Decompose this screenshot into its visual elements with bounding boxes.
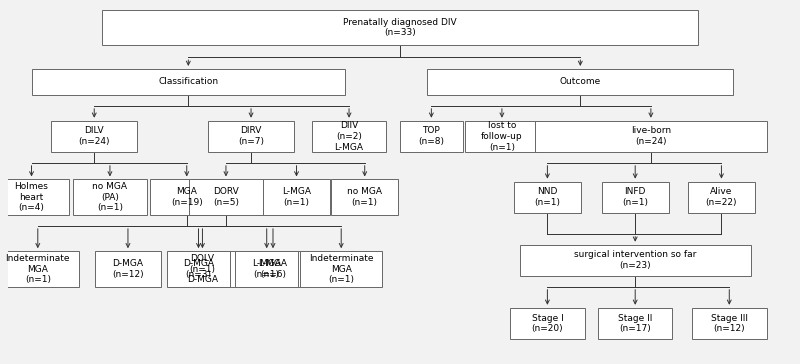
Text: Indeterminate
MGA
(n=1): Indeterminate MGA (n=1) (6, 254, 70, 284)
FancyBboxPatch shape (167, 251, 230, 287)
FancyBboxPatch shape (208, 120, 294, 152)
Text: no MGA
(PA)
(n=1): no MGA (PA) (n=1) (93, 182, 127, 213)
FancyBboxPatch shape (242, 251, 304, 287)
Text: DIRV
(n=7): DIRV (n=7) (238, 126, 264, 146)
Text: L-MGA
(n=1): L-MGA (n=1) (252, 259, 282, 279)
Text: lost to
follow-up
(n=1): lost to follow-up (n=1) (481, 121, 522, 151)
FancyBboxPatch shape (535, 120, 766, 152)
FancyBboxPatch shape (465, 120, 539, 152)
Text: D-MGA
(n=12): D-MGA (n=12) (112, 259, 144, 279)
Text: DOLV
(n=1)
D-MGA: DOLV (n=1) D-MGA (187, 254, 218, 284)
Text: Outcome: Outcome (560, 78, 601, 86)
Text: Alive
(n=22): Alive (n=22) (706, 187, 737, 207)
FancyBboxPatch shape (400, 120, 462, 152)
Text: Indeterminate
MGA
(n=1): Indeterminate MGA (n=1) (309, 254, 374, 284)
FancyBboxPatch shape (189, 179, 263, 215)
Text: live-born
(n=24): live-born (n=24) (631, 126, 671, 146)
Text: surgical intervention so far
(n=23): surgical intervention so far (n=23) (574, 250, 696, 270)
FancyBboxPatch shape (73, 179, 147, 215)
Text: L-MGA
(n=1): L-MGA (n=1) (282, 187, 311, 207)
Text: DORV
(n=5): DORV (n=5) (213, 187, 239, 207)
Text: Holmes
heart
(n=4): Holmes heart (n=4) (14, 182, 49, 213)
Text: INFD
(n=1): INFD (n=1) (622, 187, 648, 207)
FancyBboxPatch shape (0, 179, 69, 215)
Text: NND
(n=1): NND (n=1) (534, 187, 560, 207)
Text: DILV
(n=24): DILV (n=24) (78, 126, 110, 146)
Text: no MGA
(n=1): no MGA (n=1) (347, 187, 382, 207)
Text: Stage II
(n=17): Stage II (n=17) (618, 313, 652, 333)
FancyBboxPatch shape (688, 182, 754, 213)
FancyBboxPatch shape (510, 308, 585, 339)
Text: Stage I
(n=20): Stage I (n=20) (531, 313, 563, 333)
FancyBboxPatch shape (94, 251, 162, 287)
Text: D-MGA
(n=3): D-MGA (n=3) (183, 259, 214, 279)
FancyBboxPatch shape (598, 308, 673, 339)
FancyBboxPatch shape (51, 120, 138, 152)
Text: MGA
(n=19): MGA (n=19) (171, 187, 202, 207)
FancyBboxPatch shape (0, 251, 79, 287)
FancyBboxPatch shape (312, 120, 386, 152)
Text: DIIV
(n=2)
L-MGA: DIIV (n=2) L-MGA (334, 121, 363, 151)
FancyBboxPatch shape (331, 179, 398, 215)
Text: Prenatally diagnosed DIV
(n=33): Prenatally diagnosed DIV (n=33) (343, 18, 457, 37)
Text: TOP
(n=8): TOP (n=8) (418, 126, 444, 146)
FancyBboxPatch shape (427, 69, 733, 95)
FancyBboxPatch shape (31, 69, 345, 95)
Text: L-MGA
(n=6): L-MGA (n=6) (258, 259, 287, 279)
FancyBboxPatch shape (263, 179, 330, 215)
Text: Classification: Classification (158, 78, 218, 86)
FancyBboxPatch shape (514, 182, 581, 213)
FancyBboxPatch shape (300, 251, 382, 287)
Text: Stage III
(n=12): Stage III (n=12) (710, 313, 748, 333)
FancyBboxPatch shape (519, 245, 751, 276)
FancyBboxPatch shape (692, 308, 766, 339)
FancyBboxPatch shape (169, 251, 236, 287)
FancyBboxPatch shape (235, 251, 298, 287)
FancyBboxPatch shape (602, 182, 669, 213)
FancyBboxPatch shape (150, 179, 224, 215)
FancyBboxPatch shape (102, 10, 698, 45)
